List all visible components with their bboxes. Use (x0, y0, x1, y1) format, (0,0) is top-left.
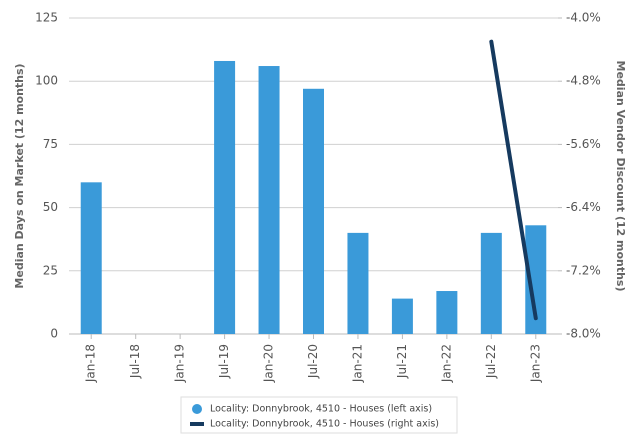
legend-marker (192, 404, 202, 414)
y-tick-label: 50 (43, 200, 58, 214)
bar (214, 60, 236, 334)
bar (347, 232, 369, 334)
y-tick-label: 100 (35, 74, 58, 88)
bar (391, 298, 413, 334)
y2-tick-label: -6.4% (566, 200, 601, 214)
y2-tick-label: -7.2% (566, 263, 601, 277)
y2-tick-label: -5.6% (566, 137, 601, 151)
x-tick-label: Jan-22 (439, 344, 453, 383)
y2-tick-label: -4.0% (566, 11, 601, 25)
x-tick-label: Jan-18 (84, 344, 98, 383)
y-tick-label: 75 (43, 137, 58, 151)
bar (480, 232, 502, 334)
bar (258, 66, 280, 335)
y2-axis-title: Median Vendor Discount (12 months) (614, 61, 627, 292)
x-tick-label: Jan-21 (350, 344, 364, 383)
y2-tick-label: -8.0% (566, 327, 601, 341)
y-axis-title: Median Days on Market (12 months) (13, 63, 26, 288)
legend-text: Locality: Donnybrook, 4510 - Houses (rig… (210, 419, 439, 430)
x-tick-label: Jul-21 (395, 344, 409, 379)
x-tick-label: Jul-20 (306, 344, 320, 379)
x-tick-label: Jul-22 (484, 344, 498, 379)
bar (80, 182, 102, 334)
x-tick-label: Jul-18 (128, 344, 142, 379)
line (489, 39, 538, 321)
y-tick-label: 25 (43, 263, 58, 277)
y-tick-label: 0 (50, 327, 58, 341)
y2-tick-label: -4.8% (566, 74, 601, 88)
bar (303, 88, 324, 334)
bar (525, 225, 547, 334)
legend-box (180, 396, 458, 434)
bar (436, 291, 458, 334)
legend-text: Locality: Donnybrook, 4510 - Houses (lef… (210, 404, 432, 415)
y-tick-label: 125 (35, 11, 58, 25)
x-tick-label: Jan-19 (173, 344, 187, 383)
x-tick-label: Jan-20 (262, 344, 276, 383)
x-tick-label: Jan-23 (528, 344, 542, 383)
x-tick-label: Jul-19 (217, 344, 231, 379)
